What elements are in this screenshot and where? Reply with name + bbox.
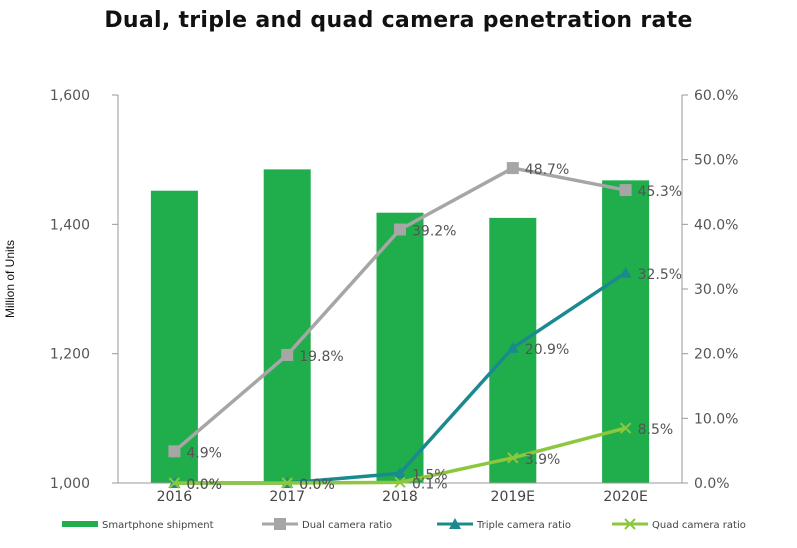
legend: Smartphone shipment Dual camera ratio Trip… [62, 518, 746, 531]
dual-camera-ratio-marker [394, 223, 406, 236]
right-tick-label: 40.0% [694, 217, 738, 233]
triple-camera-ratio-data-label: 0.0% [299, 477, 335, 493]
legend-label-triple-camera-ratio: Triple camera ratio [476, 520, 571, 531]
triple-camera-ratio-marker [394, 467, 406, 479]
quad-camera-ratio-data-label: 3.9% [525, 452, 561, 468]
quad-camera-ratio-marker [394, 476, 406, 489]
triple-camera-ratio-marker [619, 266, 632, 278]
dual-camera-ratio-marker [506, 162, 519, 175]
quad-camera-ratio-data-label: 8.5% [638, 422, 674, 438]
right-tick-label: 10.0% [694, 411, 738, 427]
x-tick-label: 2019E [491, 489, 535, 505]
left-tick-label: 1,000 [50, 476, 90, 492]
legend-marker-dual-camera-ratio [274, 518, 286, 530]
y-axis-title: Million of Units [3, 240, 17, 318]
x-tick-label: 2017 [269, 489, 305, 505]
left-tick-label: 1,200 [50, 347, 90, 363]
quad-camera-ratio-data-label: 0.0% [299, 477, 335, 493]
bar-group [150, 169, 650, 484]
quad-camera-ratio-marker [507, 452, 519, 464]
dual-camera-ratio-marker [619, 184, 632, 197]
triple-camera-ratio-data-label: 1.5% [412, 467, 448, 483]
bar-2018 [376, 212, 424, 483]
dual-camera-ratio-data-label: 48.7% [525, 162, 569, 178]
chart-title: Dual, triple and quad camera penetration… [104, 8, 693, 33]
quad-camera-ratio-data-label: 0.0% [186, 477, 222, 493]
dual-camera-ratio-marker [281, 348, 294, 361]
bar-2016 [150, 190, 198, 483]
legend-marker-quad-camera-ratio [624, 518, 636, 530]
dual-camera-ratio-data-label: 19.8% [299, 349, 343, 365]
x-tick-label: 2020E [603, 489, 647, 505]
quad-camera-ratio-marker [168, 477, 181, 489]
quad-camera-ratio-marker [281, 477, 293, 489]
legend-label-quad-camera-ratio: Quad camera ratio [652, 520, 746, 531]
dual-camera-ratio-data-label: 4.9% [186, 445, 222, 461]
x-tick-label: 2018 [382, 489, 418, 505]
axes-group: 1,000 1,200 1,400 1,600 0.0% 10.0% 20.0% 30.0% 4… [3, 88, 738, 505]
triple-camera-ratio-data-label: 0.0% [186, 477, 222, 493]
right-tick-label: 60.0% [694, 88, 738, 104]
right-tick-label: 20.0% [694, 347, 738, 363]
right-tick-label: 0.0% [694, 476, 730, 492]
legend-swatch-smartphone-shipment [62, 521, 98, 527]
left-tick-label: 1,400 [50, 217, 90, 233]
legend-label-dual-camera-ratio: Dual camera ratio [302, 520, 392, 531]
data-labels-group: 4.9% 19.8% 39.2% 48.7% 45.3% 0.0% 0.0% 1.5% 20.9… [186, 162, 682, 493]
legend-marker-triple-camera-ratio [449, 518, 461, 529]
dual-camera-ratio-data-label: 45.3% [638, 184, 682, 200]
legend-label-smartphone-shipment: Smartphone shipment [102, 520, 214, 531]
quad-camera-ratio-data-label: 0.1% [412, 476, 448, 492]
triple-camera-ratio-data-label: 32.5% [638, 267, 682, 283]
dual-camera-ratio-marker [168, 445, 181, 458]
dual-camera-ratio-data-label: 39.2% [412, 224, 456, 240]
right-tick-label: 30.0% [694, 282, 738, 298]
quad-camera-ratio-marker [619, 422, 632, 434]
right-tick-label: 50.0% [694, 153, 738, 169]
triple-camera-ratio-data-label: 20.9% [525, 342, 569, 358]
triple-camera-ratio-marker [506, 341, 519, 353]
left-tick-label: 1,600 [50, 88, 90, 104]
lines-group [168, 162, 632, 489]
bar-2017 [263, 169, 311, 483]
x-tick-label: 2016 [157, 489, 193, 505]
